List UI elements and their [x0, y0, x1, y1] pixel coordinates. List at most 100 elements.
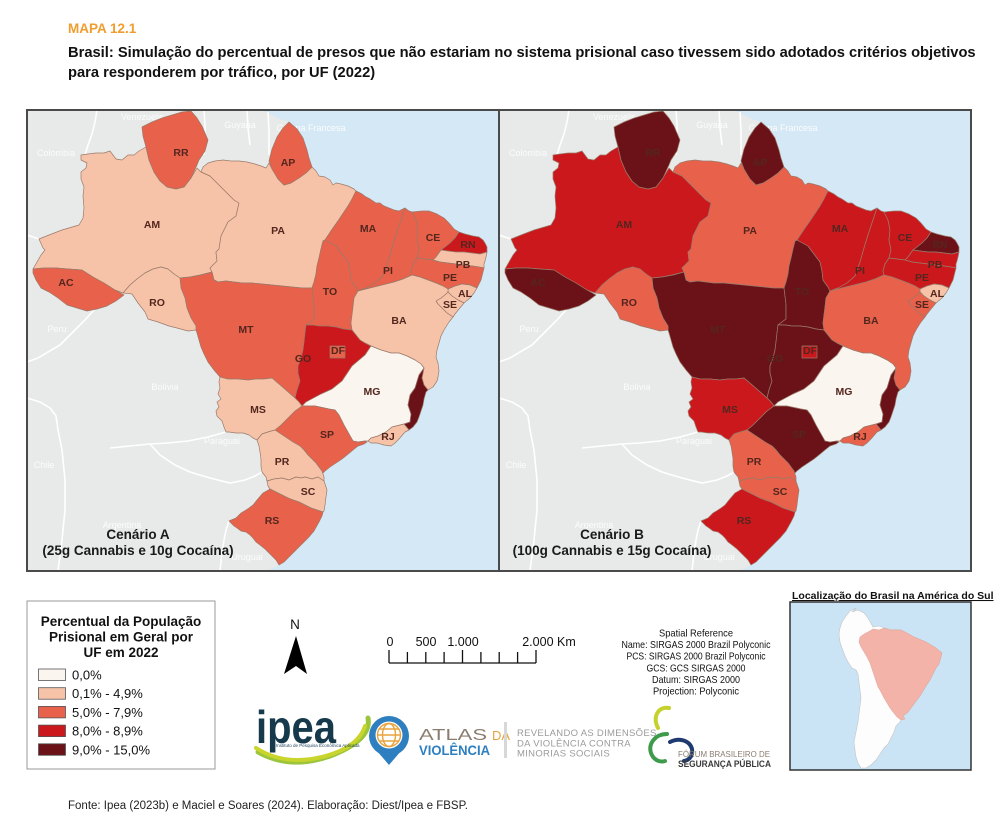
svg-text:AC: AC	[530, 277, 546, 289]
svg-text:MT: MT	[710, 324, 726, 336]
svg-text:RJ: RJ	[381, 431, 395, 443]
svg-text:Chile: Chile	[506, 460, 527, 470]
svg-text:PB: PB	[456, 259, 471, 271]
svg-text:Uruguai: Uruguai	[231, 552, 263, 562]
svg-text:Cenário A: Cenário A	[106, 527, 170, 542]
svg-text:Paraguai: Paraguai	[204, 436, 240, 446]
svg-text:CE: CE	[426, 232, 441, 244]
svg-text:Guiana Francesa: Guiana Francesa	[276, 123, 345, 133]
svg-text:PE: PE	[443, 272, 457, 284]
svg-text:Instituto de Pesquisa Econômic: Instituto de Pesquisa Econômica Aplicada	[276, 743, 360, 748]
svg-text:RO: RO	[621, 297, 637, 309]
svg-text:SC: SC	[773, 486, 788, 498]
svg-text:AP: AP	[281, 157, 296, 169]
svg-text:Guyana: Guyana	[696, 120, 728, 130]
svg-text:DA VIOLÊNCIA CONTRA: DA VIOLÊNCIA CONTRA	[517, 738, 631, 749]
svg-text:AL: AL	[458, 288, 473, 300]
svg-text:Colombia: Colombia	[509, 148, 547, 158]
svg-text:SEGURANÇA PÚBLICA: SEGURANÇA PÚBLICA	[678, 758, 771, 769]
svg-text:DF: DF	[803, 345, 818, 357]
svg-text:BA: BA	[863, 315, 879, 327]
svg-text:Peru: Peru	[519, 324, 538, 334]
svg-text:N: N	[290, 617, 300, 632]
svg-text:DF: DF	[331, 345, 346, 357]
svg-text:PE: PE	[915, 272, 929, 284]
svg-text:(100g Cannabis e 15g Cocaína): (100g Cannabis e 15g Cocaína)	[513, 543, 712, 558]
svg-text:0: 0	[387, 635, 394, 649]
svg-text:MT: MT	[238, 324, 254, 336]
svg-text:Uruguai: Uruguai	[703, 552, 735, 562]
svg-text:AP: AP	[753, 157, 768, 169]
svg-text:RR: RR	[173, 147, 189, 159]
svg-text:RN: RN	[460, 239, 475, 251]
svg-text:Name: SIRGAS 2000 Brazil Polyc: Name: SIRGAS 2000 Brazil Polyconic	[622, 639, 771, 651]
svg-text:Prisional em Geral por: Prisional em Geral por	[49, 630, 194, 645]
svg-text:RR: RR	[645, 147, 661, 159]
svg-text:0,1% - 4,9%: 0,1% - 4,9%	[72, 686, 143, 701]
svg-text:SE: SE	[915, 299, 929, 311]
svg-text:RS: RS	[265, 515, 280, 527]
svg-text:MG: MG	[364, 386, 381, 398]
svg-text:0,0%: 0,0%	[72, 668, 102, 683]
svg-text:8,0% - 8,9%: 8,0% - 8,9%	[72, 724, 143, 739]
svg-text:FÓRUM BRASILEIRO DE: FÓRUM BRASILEIRO DE	[678, 750, 770, 759]
svg-text:UF em 2022: UF em 2022	[83, 645, 158, 660]
svg-text:TO: TO	[323, 286, 337, 298]
svg-text:ipea: ipea	[256, 701, 336, 753]
svg-text:CE: CE	[898, 232, 913, 244]
svg-text:(25g Cannabis e 10g Cocaína): (25g Cannabis e 10g Cocaína)	[42, 543, 233, 558]
svg-text:1.000: 1.000	[447, 635, 478, 649]
svg-text:Colombia: Colombia	[37, 148, 75, 158]
svg-text:500: 500	[416, 635, 437, 649]
svg-text:DA: DA	[492, 728, 510, 743]
svg-text:MS: MS	[722, 404, 738, 416]
svg-text:SP: SP	[792, 429, 806, 441]
svg-text:RO: RO	[149, 297, 165, 309]
svg-text:Venezuela: Venezuela	[121, 112, 163, 122]
svg-text:PA: PA	[743, 225, 757, 237]
svg-text:9,0% - 15,0%: 9,0% - 15,0%	[72, 742, 150, 757]
svg-text:Spatial Reference: Spatial Reference	[659, 628, 733, 640]
svg-text:AM: AM	[144, 219, 161, 231]
svg-text:PI: PI	[383, 265, 393, 277]
svg-text:Argentina: Argentina	[103, 520, 142, 530]
svg-text:AL: AL	[930, 288, 945, 300]
svg-text:Datum: SIRGAS 2000: Datum: SIRGAS 2000	[652, 674, 740, 686]
svg-text:Chile: Chile	[34, 460, 55, 470]
svg-text:AC: AC	[58, 277, 74, 289]
svg-text:AM: AM	[616, 219, 633, 231]
svg-text:PCS: SIRGAS 2000 Brazil Polyco: PCS: SIRGAS 2000 Brazil Polyconic	[627, 651, 766, 663]
svg-text:RJ: RJ	[853, 431, 867, 443]
svg-text:BA: BA	[391, 315, 407, 327]
svg-text:SP: SP	[320, 429, 334, 441]
svg-text:PI: PI	[855, 265, 865, 277]
svg-text:5,0% - 7,9%: 5,0% - 7,9%	[72, 705, 143, 720]
svg-text:Bolívia: Bolívia	[623, 382, 650, 392]
svg-text:Localização do Brasil na Améri: Localização do Brasil na América do Sul	[792, 590, 994, 602]
svg-text:RN: RN	[932, 239, 947, 251]
svg-text:Guiana Francesa: Guiana Francesa	[748, 123, 817, 133]
svg-text:GO: GO	[767, 353, 783, 365]
svg-text:SC: SC	[301, 486, 316, 498]
svg-text:PA: PA	[271, 225, 285, 237]
svg-text:SE: SE	[443, 299, 457, 311]
svg-text:Projection: Polyconic: Projection: Polyconic	[653, 686, 739, 698]
svg-text:PR: PR	[747, 456, 762, 468]
svg-text:Bolívia: Bolívia	[151, 382, 178, 392]
svg-text:MS: MS	[250, 404, 266, 416]
svg-text:Cenário B: Cenário B	[580, 527, 644, 542]
svg-text:Guyana: Guyana	[224, 120, 256, 130]
svg-text:REVELANDO AS DIMENSÕES: REVELANDO AS DIMENSÕES	[517, 728, 657, 739]
svg-text:GCS: GCS SIRGAS 2000: GCS: GCS SIRGAS 2000	[647, 662, 746, 674]
svg-text:TO: TO	[795, 286, 809, 298]
svg-text:RS: RS	[737, 515, 752, 527]
svg-text:MG: MG	[836, 386, 853, 398]
svg-text:Argentina: Argentina	[575, 520, 614, 530]
svg-text:MINORIAS SOCIAIS: MINORIAS SOCIAIS	[517, 749, 610, 760]
svg-text:Venezuela: Venezuela	[593, 112, 635, 122]
svg-text:GO: GO	[295, 353, 311, 365]
svg-text:Percentual da População: Percentual da População	[41, 614, 202, 629]
svg-text:Paraguai: Paraguai	[676, 436, 712, 446]
svg-text:PB: PB	[928, 259, 943, 271]
svg-text:MA: MA	[832, 223, 849, 235]
